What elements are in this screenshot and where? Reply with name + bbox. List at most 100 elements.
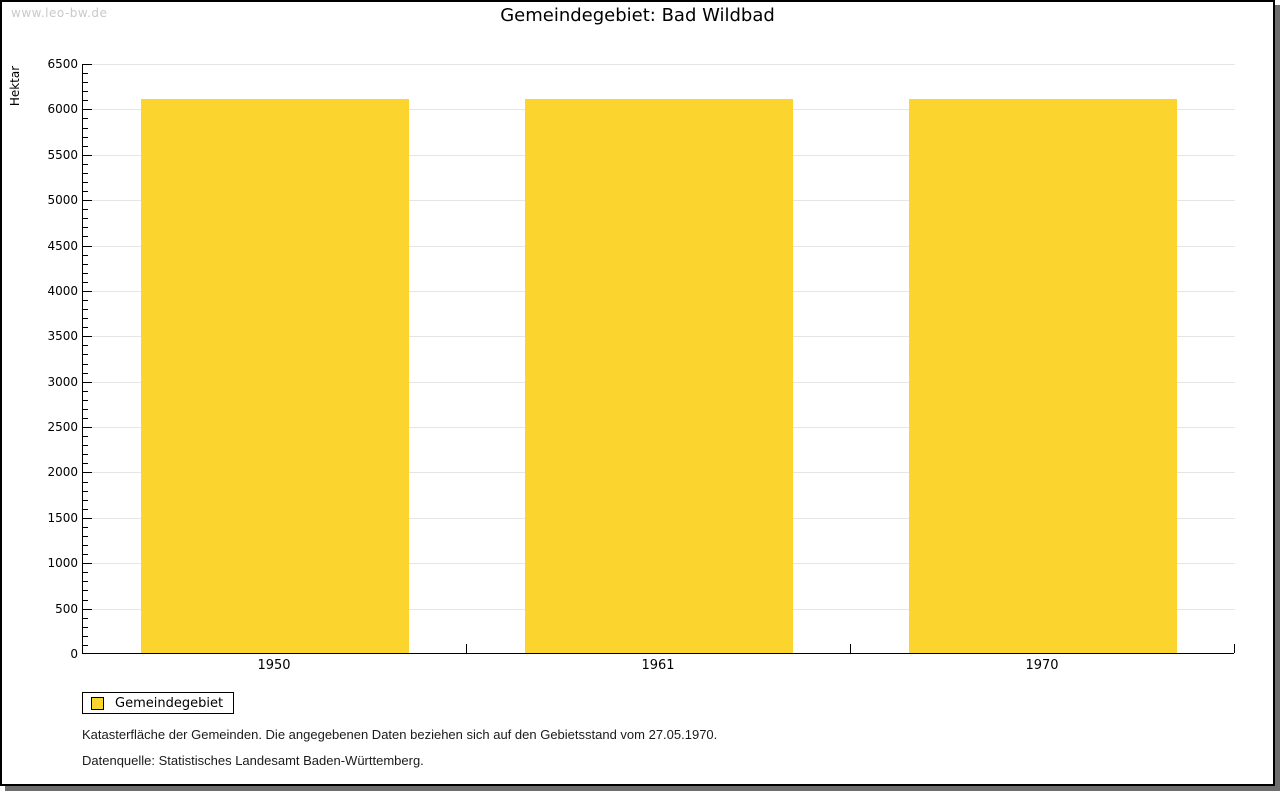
y-minor-tick-4700 [83,227,88,229]
x-axis-tick-labels: 1950 1961 1970 [82,658,1234,676]
y-minor-tick-4300 [83,263,88,265]
y-tick-label-0: 0 [70,647,78,661]
y-major-tick-5000 [83,200,92,202]
y-minor-tick-4900 [83,209,88,211]
bar-1961[interactable] [525,99,793,653]
y-minor-tick-5900 [83,118,88,120]
bar-1950[interactable] [141,99,409,653]
y-minor-tick-1300 [83,536,88,537]
y-minor-tick-2900 [83,390,88,392]
footer-note: Katasterfläche der Gemeinden. Die angege… [82,727,718,742]
legend: Gemeindegebiet [82,692,234,714]
y-minor-tick-5700 [83,136,88,138]
y-major-tick-500 [83,608,92,610]
x-boundary-tick-1 [466,644,467,653]
y-minor-tick-400 [83,617,88,619]
y-major-tick-1500 [83,517,92,519]
y-minor-tick-600 [83,599,88,601]
y-minor-tick-5600 [83,145,88,147]
y-minor-tick-800 [83,581,88,583]
y-tick-label-2500: 2500 [47,420,78,435]
y-minor-tick-1600 [83,508,88,510]
y-minor-tick-2700 [83,408,88,410]
y-major-tick-2000 [83,472,92,474]
y-minor-tick-1400 [83,526,88,528]
y-minor-tick-6400 [83,73,88,75]
y-minor-tick-4800 [83,218,88,220]
footer-source: Datenquelle: Statistisches Landesamt Bad… [82,753,424,768]
y-minor-tick-100 [83,644,88,646]
y-tick-label-3500: 3500 [47,329,78,344]
legend-label: Gemeindegebiet [115,695,224,711]
y-minor-tick-2300 [83,445,88,447]
y-minor-tick-6100 [83,100,88,102]
y-minor-tick-3400 [83,345,88,347]
legend-swatch-gemeindegebiet [91,696,104,710]
plot-area [82,64,1235,654]
y-axis-tick-labels: 0 500 1000 1500 2000 2500 3000 3500 4000 4500 5000… [32,57,78,661]
y-minor-tick-4400 [83,254,88,256]
y-minor-tick-1800 [83,490,88,492]
y-tick-label-1000: 1000 [47,556,78,571]
y-tick-label-6500: 6500 [47,57,78,71]
y-major-tick-6500 [83,64,92,65]
x-tick-label-1950: 1950 [257,658,291,673]
y-major-tick-3000 [83,381,92,383]
x-boundary-tick-3 [1234,644,1235,653]
y-minor-tick-5400 [83,163,88,165]
x-boundary-tick-2 [850,644,851,653]
y-tick-label-5500: 5500 [47,147,78,162]
y-minor-tick-3600 [83,327,88,329]
y-minor-tick-3800 [83,309,88,311]
gridline-6500 [83,64,1235,65]
y-minor-tick-2800 [83,399,88,401]
y-major-tick-1000 [83,563,92,565]
y-minor-tick-3900 [83,300,88,301]
y-minor-tick-4600 [83,236,88,238]
y-minor-tick-1900 [83,481,88,483]
y-tick-label-500: 500 [55,601,78,616]
y-minor-tick-3200 [83,363,88,365]
y-minor-tick-6200 [83,91,88,93]
y-minor-tick-3700 [83,318,88,320]
y-minor-tick-4200 [83,272,88,274]
y-tick-label-3000: 3000 [47,374,78,389]
y-minor-tick-6300 [83,82,88,84]
bar-1970[interactable] [909,99,1177,653]
y-minor-tick-1100 [83,554,88,556]
y-axis-title: Hektar [8,65,22,107]
y-major-tick-4500 [83,245,92,247]
y-minor-tick-5300 [83,172,88,174]
x-tick-label-1961: 1961 [641,658,675,673]
y-minor-tick-1200 [83,545,88,547]
y-minor-tick-900 [83,572,88,574]
y-tick-label-4500: 4500 [47,238,78,253]
y-minor-tick-5200 [83,182,88,183]
y-minor-tick-5800 [83,127,88,129]
y-tick-label-5000: 5000 [47,193,78,208]
y-major-tick-5500 [83,154,92,156]
y-major-tick-6000 [83,109,92,111]
y-tick-label-2000: 2000 [47,465,78,480]
y-tick-label-6000: 6000 [47,102,78,117]
y-minor-tick-4100 [83,281,88,283]
y-minor-tick-2600 [83,418,88,419]
y-minor-tick-5100 [83,191,88,193]
y-major-tick-3500 [83,336,92,338]
y-minor-tick-2100 [83,463,88,465]
y-minor-tick-3100 [83,372,88,374]
chart-title: Gemeindegebiet: Bad Wildbad [500,5,775,26]
y-tick-label-4000: 4000 [47,283,78,298]
y-minor-tick-700 [83,590,88,592]
y-minor-tick-300 [83,626,88,628]
y-minor-tick-2200 [83,454,88,456]
x-tick-label-1970: 1970 [1025,658,1059,673]
y-major-tick-2500 [83,427,92,429]
y-minor-tick-2400 [83,436,88,438]
y-minor-tick-1700 [83,499,88,501]
y-tick-label-1500: 1500 [47,510,78,525]
y-minor-tick-3300 [83,354,88,356]
watermark: www.leo-bw.de [11,6,108,20]
